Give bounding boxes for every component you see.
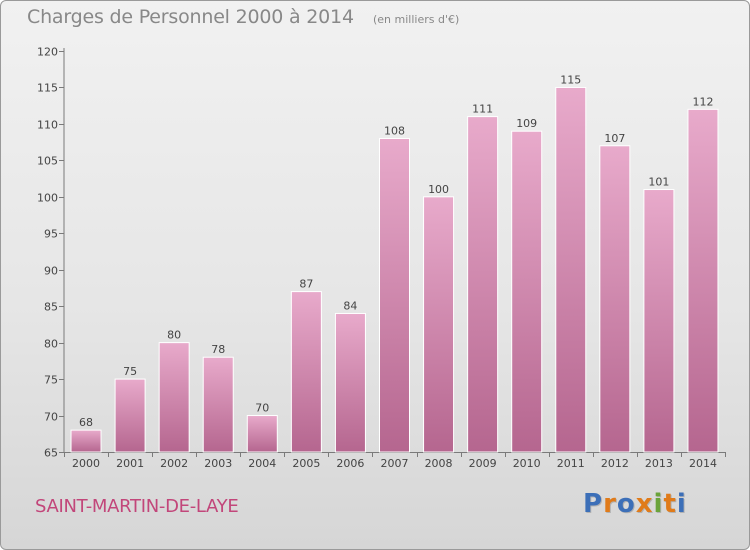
data-label-2004: 70 — [255, 402, 269, 415]
logo-letter: o — [616, 489, 636, 519]
x-tick-label: 2012 — [601, 457, 629, 470]
bar-2014[interactable] — [687, 108, 719, 453]
data-label-2006: 84 — [343, 299, 357, 312]
x-tick-label: 2011 — [557, 457, 585, 470]
data-labels: 68 75 80 78 70 87 84 108 100 111 109 115 107 101 112 — [79, 73, 713, 429]
data-label-2002: 80 — [167, 329, 181, 342]
bar-2011[interactable] — [555, 86, 587, 453]
bars — [70, 86, 719, 453]
bar-2006[interactable] — [334, 312, 366, 453]
logo-letter: r — [603, 489, 617, 519]
x-tick-label: 2002 — [160, 457, 188, 470]
bar-2013[interactable] — [643, 189, 675, 453]
y-tick-label: 120 — [37, 46, 58, 59]
data-label-2010: 109 — [516, 117, 537, 130]
data-label-2008: 100 — [428, 183, 449, 196]
y-tick-label: 110 — [37, 119, 58, 132]
bar-2003[interactable] — [202, 356, 234, 453]
x-tick-label: 2010 — [513, 457, 541, 470]
logo-letter: i — [676, 489, 687, 519]
y-axis: 65 70 75 80 85 90 95 100 105 110 115 120 — [37, 46, 65, 460]
x-tick-label: 2008 — [425, 457, 453, 470]
x-tick-label: 2001 — [116, 457, 144, 470]
x-tick-label: 2004 — [248, 457, 276, 470]
bar-2005[interactable] — [290, 291, 322, 453]
chart-subtitle: (en milliers d'€) — [373, 13, 460, 26]
y-tick-label: 100 — [37, 192, 58, 205]
commune-name: SAINT-MARTIN-DE-LAYE — [35, 496, 239, 517]
bar-2009[interactable] — [467, 116, 499, 453]
data-label-2009: 111 — [472, 103, 493, 116]
bar-2001[interactable] — [114, 378, 146, 453]
data-label-2013: 101 — [648, 176, 669, 189]
bar-2008[interactable] — [423, 196, 455, 453]
bar-2002[interactable] — [158, 342, 190, 453]
logo-letter: P — [583, 489, 604, 519]
x-tick-label: 2007 — [381, 457, 409, 470]
y-tick-label: 95 — [44, 228, 58, 241]
y-tick-label: 85 — [44, 301, 58, 314]
x-tick-label: 2003 — [204, 457, 232, 470]
bar-2004[interactable] — [246, 415, 278, 453]
data-label-2007: 108 — [384, 124, 405, 137]
bar-2012[interactable] — [599, 145, 631, 453]
bar-2007[interactable] — [379, 137, 410, 453]
data-label-2011: 115 — [560, 73, 581, 86]
chart-title: Charges de Personnel 2000 à 2014 — [27, 6, 354, 28]
y-tick-label: 90 — [44, 265, 58, 278]
data-label-2000: 68 — [79, 416, 93, 429]
logo-letter: t — [663, 489, 677, 519]
y-tick-label: 80 — [44, 338, 58, 351]
y-tick-label: 65 — [44, 447, 58, 460]
x-tick-label: 2000 — [72, 457, 100, 470]
bar-2000[interactable] — [70, 429, 102, 453]
y-tick-label: 75 — [44, 374, 58, 387]
x-tick-label: 2005 — [292, 457, 320, 470]
x-axis: 2000 2001 2002 2003 2004 2005 2006 2007 2008 2009… — [64, 452, 726, 470]
data-label-2001: 75 — [123, 365, 137, 378]
proxiti-logo[interactable]: Proxiti — [583, 489, 687, 519]
x-tick-label: 2006 — [336, 457, 364, 470]
y-tick-label: 115 — [37, 82, 58, 95]
bar-2010[interactable] — [511, 130, 543, 453]
y-tick-label: 70 — [44, 411, 58, 424]
x-tick-label: 2014 — [689, 457, 717, 470]
data-label-2005: 87 — [299, 278, 313, 291]
logo-letter: i — [653, 489, 664, 519]
data-label-2014: 112 — [692, 95, 713, 108]
x-tick-label: 2013 — [645, 457, 673, 470]
x-tick-label: 2009 — [469, 457, 497, 470]
data-label-2003: 78 — [211, 343, 225, 356]
logo-letter: x — [635, 489, 654, 519]
data-label-2012: 107 — [604, 132, 625, 145]
y-tick-label: 105 — [37, 155, 58, 168]
